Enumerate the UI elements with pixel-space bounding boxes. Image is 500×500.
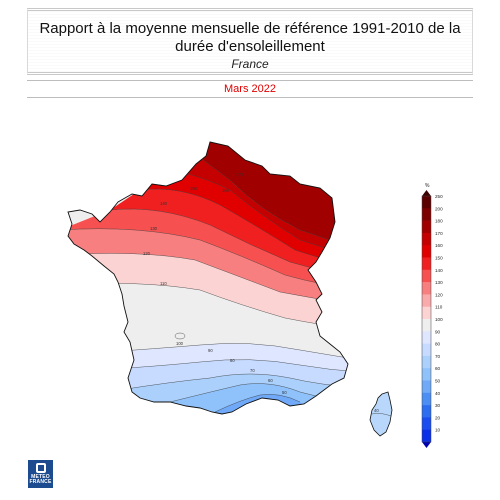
corsica-contour (371, 413, 392, 417)
contour-label: 120 (143, 251, 151, 256)
contour-label: 160 (222, 188, 230, 193)
band-fill-140 (110, 189, 348, 278)
legend-swatch (422, 405, 431, 418)
legend-swatch (422, 257, 431, 271)
band-fill-150 (140, 170, 348, 268)
legend-tick-label: 150 (435, 256, 443, 261)
contour-label: 60 (268, 378, 273, 383)
legend-swatch (422, 294, 431, 307)
legend-tick-label: 250 (435, 194, 443, 199)
legend-swatch (422, 319, 431, 332)
color-legend: % 250 200 180 170 160 150 140 130 120 110 100 90 80 70… (421, 183, 443, 448)
legend-tick-label: 20 (435, 415, 441, 420)
contour-label: 80 (230, 358, 235, 363)
legend-swatch (422, 269, 431, 283)
legend-swatch (422, 331, 431, 344)
contour-labels: 170 160 150 140 130 120 110 100 90 80 70 60 50 40 (143, 172, 379, 413)
legend-tick-label: 200 (435, 206, 443, 211)
legend-swatch (422, 429, 431, 443)
meteo-france-logo: METEO FRANCE (28, 460, 53, 488)
band-fill-120 (68, 228, 348, 305)
legend-swatch (422, 355, 431, 369)
legend-tick-label: 110 (435, 305, 443, 310)
region-subtitle: France (231, 57, 269, 71)
legend-swatch (422, 306, 431, 320)
legend-swatch (422, 417, 431, 430)
legend-tick-label: 10 (435, 428, 441, 433)
legend-swatch (422, 343, 431, 357)
france-outline (67, 141, 349, 415)
contour-label: 40 (374, 408, 379, 413)
contour-label: 170 (236, 172, 244, 177)
legend-swatch (422, 392, 431, 406)
legend-swatch (422, 282, 431, 295)
page-title: Rapport à la moyenne mensuelle de référe… (39, 20, 461, 55)
legend-swatch (422, 245, 431, 258)
legend-tick-label: 120 (435, 292, 443, 297)
corsica (369, 391, 393, 437)
contour-label: 150 (190, 186, 198, 191)
logo-line-2: FRANCE (29, 479, 52, 485)
legend-tick-label: 140 (435, 268, 443, 273)
contour-label: 130 (150, 226, 158, 231)
contour-label: 100 (176, 341, 184, 346)
legend-tick-label: 50 (435, 379, 441, 384)
legend-swatch (422, 208, 431, 221)
title-panel: Rapport à la moyenne mensuelle de référe… (27, 8, 473, 75)
contour-label: 140 (160, 201, 168, 206)
legend-tick-label: 180 (435, 219, 443, 224)
legend-tick-label: 90 (435, 329, 441, 334)
legend-swatch (422, 232, 431, 246)
contour-label: 110 (160, 281, 167, 286)
logo-line-1: METEO (31, 474, 50, 480)
legend-swatch (422, 220, 431, 234)
legend-tick-label: 70 (435, 354, 441, 359)
legend-unit: % (425, 183, 430, 189)
legend-swatch (422, 368, 431, 381)
legend-tick-label: 30 (435, 403, 441, 408)
legend-tick-label: 130 (435, 280, 443, 285)
legend-tick-label: 100 (435, 317, 443, 322)
legend-tick-label: 60 (435, 366, 441, 371)
legend-swatch (422, 380, 431, 394)
legend-tick-label: 40 (435, 391, 441, 396)
band-fill-160 (170, 150, 348, 258)
band-fill-130 (68, 209, 348, 290)
legend-tick-label: 170 (435, 231, 443, 236)
period-label: Mars 2022 (27, 80, 473, 98)
legend-arrow-bottom (422, 442, 431, 448)
contour-label: 90 (208, 348, 213, 353)
contour-label: 50 (282, 390, 287, 395)
legend-arrow-top (422, 190, 431, 196)
legend-tick-label: 160 (435, 243, 443, 248)
meteo-france-emblem-icon (35, 463, 46, 473)
legend-swatch (422, 196, 431, 209)
legend-tick-label: 80 (435, 342, 441, 347)
band-fill-110 (68, 253, 348, 330)
contour-label: 70 (250, 368, 255, 373)
legend-frame (421, 195, 432, 443)
